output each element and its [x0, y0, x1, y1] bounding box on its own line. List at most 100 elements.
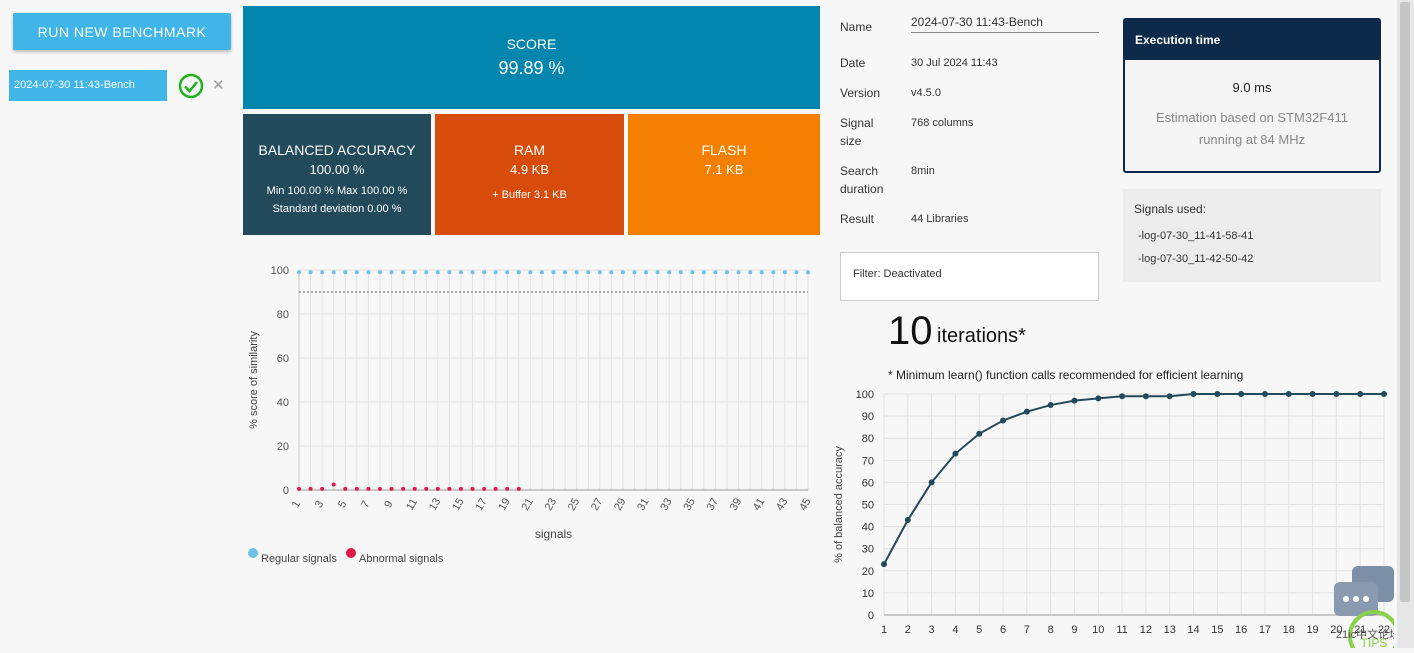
x-tick-label: 39 — [728, 496, 745, 513]
ram-tile: RAM 4.9 KB + Buffer 3.1 KB — [435, 114, 624, 235]
x-tick-label: 6 — [1000, 624, 1006, 636]
execution-time-note: Estimation based on STM32F411 running at … — [1156, 110, 1348, 147]
accuracy-line — [883, 393, 1384, 565]
x-tick-label: 13 — [1164, 624, 1176, 636]
abnormal-signal-point — [447, 486, 452, 491]
regular-signal-point — [551, 270, 556, 275]
abnormal-signal-point — [354, 486, 359, 491]
abnormal-signal-point — [331, 482, 336, 487]
close-icon[interactable]: ✕ — [212, 77, 225, 94]
y-tick-label: 90 — [862, 411, 874, 423]
x-tick-label: 41 — [751, 496, 768, 513]
score-title: SCORE — [506, 36, 557, 52]
regular-signal-point — [458, 270, 463, 275]
run-new-benchmark-button[interactable]: RUN NEW BENCHMARK — [13, 13, 231, 50]
iterations-note: * Minimum learn() function calls recomme… — [888, 368, 1244, 382]
y-tick-label: 40 — [277, 397, 289, 409]
regular-signal-point — [667, 270, 672, 275]
y-tick-label: 60 — [862, 477, 874, 489]
x-tick-label: 19 — [496, 496, 513, 513]
accuracy-point — [976, 430, 983, 437]
regular-signal-point — [377, 270, 382, 275]
regular-signal-point — [331, 270, 336, 275]
y-axis-label: % of balanced accuracy — [833, 446, 845, 563]
x-tick-label: 14 — [1187, 624, 1199, 636]
accuracy-point — [1214, 391, 1221, 397]
execution-time-panel: Execution time 9.0 ms Estimation based o… — [1123, 18, 1381, 173]
regular-signal-point — [505, 270, 510, 275]
abnormal-signal-point — [343, 486, 348, 491]
legend-regular-label: Regular signals — [261, 553, 337, 565]
filter-status: Filter: Deactivated — [840, 252, 1099, 301]
regular-signal-point — [690, 270, 695, 275]
balanced-accuracy-stddev: Standard deviation 0.00 % — [272, 203, 402, 215]
regular-signal-point — [678, 270, 683, 275]
accuracy-point — [1190, 391, 1197, 397]
result-label: Result — [840, 212, 875, 226]
scrollbar-thumb[interactable] — [1400, 2, 1410, 602]
legend-abnormal-marker — [346, 548, 356, 558]
accuracy-point — [881, 561, 887, 568]
y-tick-label: 20 — [862, 566, 874, 578]
x-tick-label: 2 — [905, 624, 911, 636]
tips-badge[interactable]: TIPS 21ic中文论坛 — [1334, 566, 1400, 653]
x-tick-label: 9 — [1071, 624, 1077, 636]
regular-signal-point — [447, 270, 452, 275]
flash-tile: FLASH 7.1 KB — [628, 114, 820, 235]
date-label: Date — [840, 56, 866, 70]
x-tick-label: 18 — [1283, 624, 1295, 636]
x-tick-label: 37 — [705, 496, 722, 513]
execution-time-value: 9.0 ms — [1232, 80, 1272, 95]
abnormal-signal-point — [377, 486, 382, 491]
abnormal-signal-point — [516, 486, 521, 491]
x-tick-label: 11 — [1116, 624, 1127, 636]
y-tick-label: 10 — [862, 588, 874, 600]
signal-item: -log-07-30_11-42-50-42 — [1138, 253, 1254, 265]
regular-signal-point — [748, 270, 753, 275]
x-tick-label: 22 — [1378, 624, 1390, 636]
benchmark-list-item[interactable]: 2024-07-30 11:43-Bench — [9, 70, 167, 101]
ram-value: 4.9 KB — [509, 162, 550, 177]
regular-signal-point — [609, 270, 614, 275]
accuracy-point — [1309, 391, 1316, 397]
regular-signal-point — [539, 270, 544, 275]
regular-signal-point — [713, 270, 718, 275]
x-tick-label: 29 — [612, 496, 629, 513]
y-axis-label: % score of similarity — [248, 331, 260, 429]
tips-badge-label: TIPS — [1361, 636, 1388, 648]
regular-signal-point — [632, 270, 637, 275]
x-tick-label: 4 — [952, 624, 958, 636]
accuracy-point — [1285, 391, 1292, 397]
y-tick-label: 100 — [271, 265, 289, 277]
regular-signal-point — [401, 270, 406, 275]
name-field[interactable]: 2024-07-30 11:43-Bench — [911, 15, 1099, 33]
accuracy-point — [1142, 393, 1149, 400]
ram-title: RAM — [513, 142, 546, 158]
regular-signal-point — [493, 270, 498, 275]
abnormal-signal-point — [320, 486, 325, 491]
x-tick-label: 33 — [658, 496, 675, 513]
accuracy-point — [1381, 391, 1387, 397]
regular-signal-point — [794, 270, 799, 275]
result-value: 44 Libraries — [911, 213, 969, 225]
abnormal-signal-point — [366, 486, 371, 491]
signal-item: -log-07-30_11-41-58-41 — [1138, 230, 1254, 242]
x-tick-label: 23 — [543, 496, 560, 513]
regular-signal-point — [771, 270, 776, 275]
regular-signal-point — [620, 270, 625, 275]
x-tick-label: 8 — [1048, 624, 1054, 636]
x-tick-label: 31 — [635, 496, 652, 513]
legend-regular-marker — [248, 548, 258, 558]
regular-signal-point — [806, 270, 810, 275]
regular-signal-point — [366, 270, 371, 275]
x-tick-label: 10 — [1092, 624, 1104, 636]
abnormal-signal-point — [297, 486, 301, 491]
regular-signal-point — [759, 270, 764, 275]
balanced-accuracy-title: BALANCED ACCURACY — [258, 142, 416, 158]
x-tick-label: 7 — [1024, 624, 1030, 636]
abnormal-signal-point — [308, 486, 313, 491]
search-duration-label: Search duration — [840, 164, 884, 196]
abnormal-signal-point — [493, 486, 498, 491]
regular-signal-point — [725, 270, 730, 275]
